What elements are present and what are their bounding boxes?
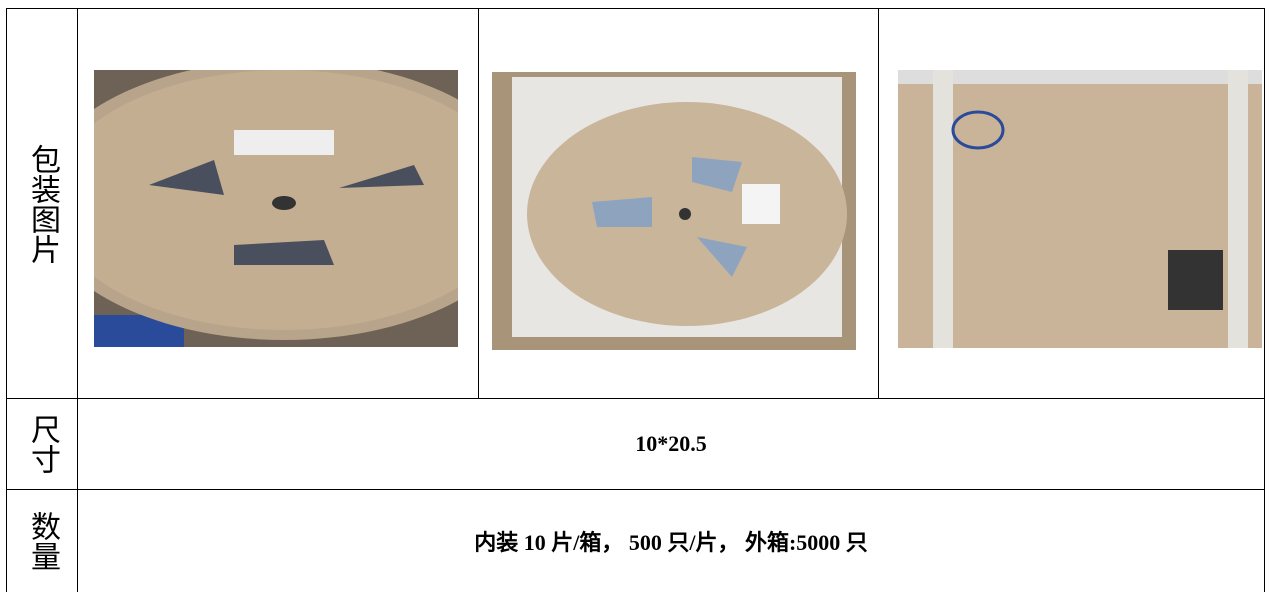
border xyxy=(6,8,1265,9)
row-label: 尺寸 xyxy=(7,399,77,489)
border xyxy=(6,8,7,592)
reel-photo xyxy=(94,70,458,347)
border xyxy=(6,489,1265,490)
border xyxy=(878,8,879,398)
row-label: 包装图片 xyxy=(7,9,77,398)
border xyxy=(77,8,78,592)
border xyxy=(478,8,479,398)
border xyxy=(1264,8,1265,592)
border xyxy=(6,398,1265,399)
row-label-text: 尺寸 xyxy=(26,414,59,474)
row-label-text: 数量 xyxy=(26,511,59,571)
carton-photo xyxy=(898,70,1262,348)
row-label: 数量 xyxy=(7,490,77,592)
box-photo xyxy=(492,72,856,350)
row-label-text: 包装图片 xyxy=(26,143,59,264)
size-value: 10*20.5 xyxy=(635,431,707,456)
quantity-value: 内装 10 片/箱， 500 只/片， 外箱:5000 只 xyxy=(474,530,868,555)
